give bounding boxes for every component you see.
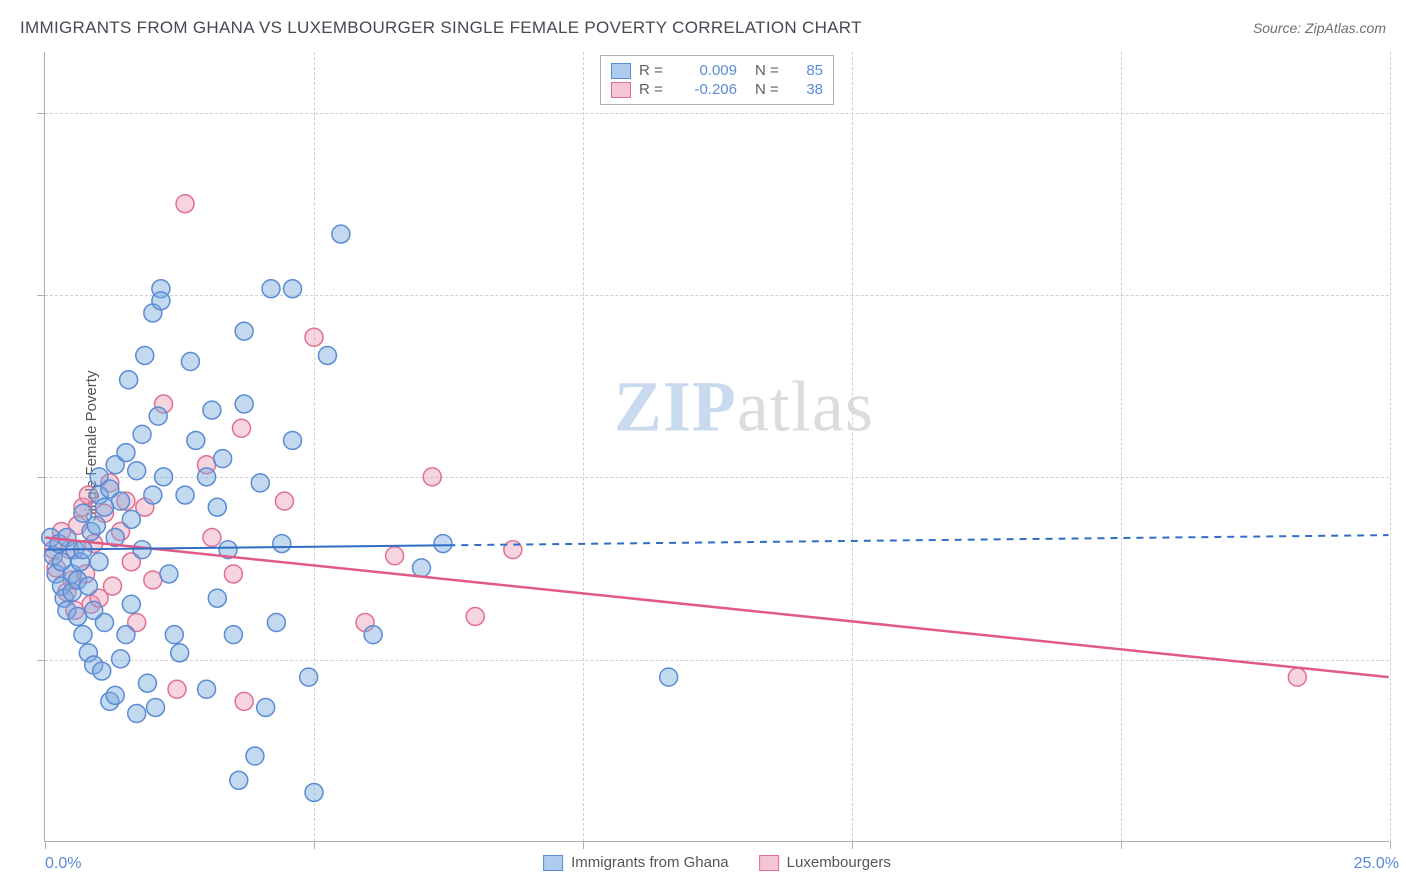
x-tick: [1390, 841, 1391, 849]
n-value-b: 38: [793, 81, 823, 98]
n-label: N =: [755, 81, 785, 98]
n-label: N =: [755, 62, 785, 79]
y-tick: [37, 477, 45, 478]
y-tick: [37, 113, 45, 114]
gridline: [1390, 52, 1391, 841]
chart-header: IMMIGRANTS FROM GHANA VS LUXEMBOURGER SI…: [20, 18, 1386, 38]
chart-title: IMMIGRANTS FROM GHANA VS LUXEMBOURGER SI…: [20, 18, 862, 38]
y-tick-label: 60.0%: [1399, 104, 1406, 122]
legend-label-ghana: Immigrants from Ghana: [571, 854, 729, 871]
trend-line-ghana-solid: [45, 545, 448, 549]
legend-item-luxembourg: Luxembourgers: [759, 854, 891, 871]
x-tick-label-right: 25.0%: [1354, 855, 1399, 873]
scatter-plot: ZIPatlas R = 0.009 N = 85 R = -0.206 N =…: [44, 52, 1389, 842]
swatch-ghana-icon: [543, 855, 563, 871]
r-value-b: -0.206: [677, 81, 737, 98]
legend-label-luxembourg: Luxembourgers: [787, 854, 891, 871]
legend-row-b: R = -0.206 N = 38: [611, 80, 823, 99]
trend-line-ghana-dashed: [448, 535, 1388, 545]
x-tick-label-left: 0.0%: [45, 855, 81, 873]
n-value-a: 85: [793, 62, 823, 79]
r-value-a: 0.009: [677, 62, 737, 79]
legend-item-ghana: Immigrants from Ghana: [543, 854, 729, 871]
y-tick-label: 15.0%: [1399, 651, 1406, 669]
r-label: R =: [639, 81, 669, 98]
swatch-luxembourg-icon: [611, 82, 631, 98]
correlation-legend: R = 0.009 N = 85 R = -0.206 N = 38: [600, 55, 834, 105]
trend-line-luxembourg: [45, 538, 1388, 678]
y-tick-label: 30.0%: [1399, 468, 1406, 486]
x-tick: [583, 841, 584, 849]
x-tick: [852, 841, 853, 849]
y-tick: [37, 295, 45, 296]
swatch-luxembourg-icon: [759, 855, 779, 871]
legend-row-a: R = 0.009 N = 85: [611, 61, 823, 80]
trend-layer: [45, 52, 1389, 841]
source-value: ZipAtlas.com: [1305, 20, 1386, 36]
y-tick-label: 45.0%: [1399, 286, 1406, 304]
swatch-ghana-icon: [611, 63, 631, 79]
x-tick: [1121, 841, 1122, 849]
source-label: Source:: [1253, 20, 1301, 36]
r-label: R =: [639, 62, 669, 79]
chart-source: Source: ZipAtlas.com: [1253, 20, 1386, 36]
y-tick: [37, 660, 45, 661]
series-legend: Immigrants from Ghana Luxembourgers: [543, 854, 891, 871]
x-tick: [314, 841, 315, 849]
x-tick: [45, 841, 46, 849]
